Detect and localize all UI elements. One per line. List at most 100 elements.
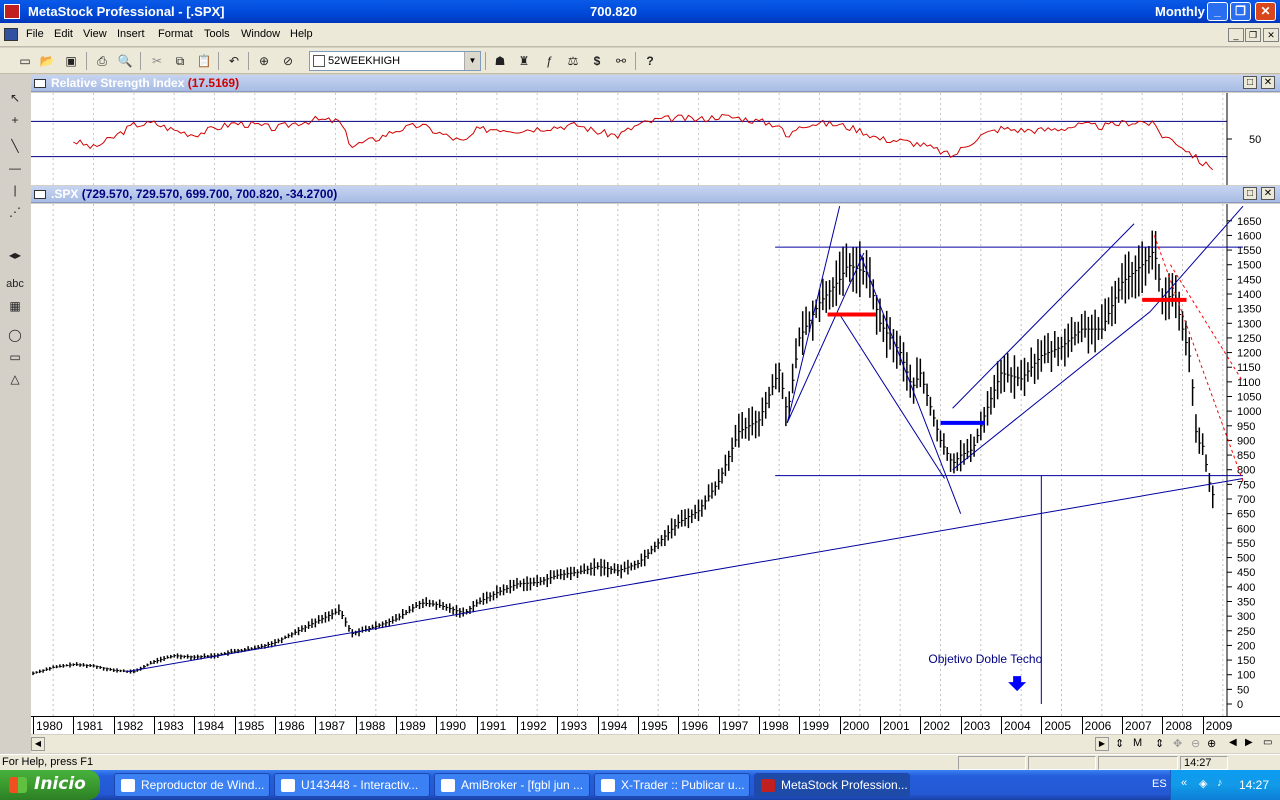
language-indicator[interactable]: ES (1152, 778, 1167, 790)
dollar-icon[interactable]: $ (593, 54, 601, 68)
menu-format[interactable]: Format (158, 28, 193, 40)
print-icon[interactable]: ⎙ (97, 54, 107, 68)
taskbar-item-xtrader[interactable]: X-Trader :: Publicar u... (594, 773, 750, 797)
network-icon[interactable]: ◈ (1199, 778, 1208, 790)
taskbar-item-interactive-brokers[interactable]: U143448 - Interactiv... (274, 773, 430, 797)
rsi-pane-header[interactable]: Relative Strength Index (17.5169) □ ✕ (31, 75, 1280, 92)
taskbar-item-amibroker[interactable]: AmiBroker - [fgbl jun ... (434, 773, 590, 797)
pane-close-button[interactable]: ✕ (1261, 76, 1275, 89)
y-tick-label: 1200 (1237, 348, 1261, 360)
metastock-icon (761, 779, 775, 792)
grid-icon[interactable]: ▦ (9, 299, 21, 313)
scroll-end-icon[interactable]: ▭ (1263, 737, 1273, 748)
scroll-left-button[interactable]: ◀ (31, 737, 45, 751)
rsi-value: (17.5169) (187, 76, 240, 90)
menu-edit[interactable]: Edit (54, 28, 73, 40)
minimize-button[interactable]: _ (1207, 2, 1228, 21)
trendline-icon[interactable]: ╲ (11, 139, 19, 153)
triangle-icon[interactable]: △ (10, 372, 20, 386)
formula-icon[interactable]: ƒ (545, 54, 553, 68)
x-axis: 1980 1981 1982 1983 1984 1985 1986 1987 1988 1989… (31, 716, 1280, 734)
rsi-line (73, 113, 1214, 171)
undo-icon[interactable]: ↶ (228, 54, 240, 68)
paste-icon[interactable]: 📋 (196, 54, 212, 68)
scroll-back-icon[interactable]: ◀ (1229, 737, 1237, 748)
crosshair-tool-icon[interactable]: + (11, 113, 19, 127)
menu-window[interactable]: Window (241, 28, 281, 40)
close-button[interactable]: ✕ (1255, 2, 1276, 21)
x-tick-label: 2008 (1165, 719, 1193, 733)
scroll-forward-icon[interactable]: ▶ (1245, 737, 1253, 748)
restore-button[interactable]: ❐ (1230, 2, 1251, 21)
scale-mode-icon[interactable]: M (1133, 737, 1143, 749)
menu-view[interactable]: View (83, 28, 107, 40)
mdi-close-button[interactable]: ✕ (1263, 28, 1279, 42)
text-tool-icon[interactable]: abc (6, 278, 24, 290)
window-titlebar[interactable]: MetaStock Professional - [.SPX] 700.820 … (0, 0, 1280, 23)
mdi-minimize-button[interactable]: _ (1228, 28, 1244, 42)
start-button[interactable]: Inicio (0, 770, 100, 800)
indicator-combo[interactable]: 52WEEKHIGH ▼ (309, 51, 481, 71)
rsi-title: Relative Strength Index (51, 76, 185, 90)
rectangle-icon[interactable]: ▭ (9, 350, 21, 364)
horizontal-line-icon[interactable]: — (9, 161, 21, 175)
windows-logo-icon (9, 777, 27, 793)
print-preview-icon[interactable]: 🔍 (117, 54, 133, 68)
explorer-icon[interactable]: ♜ (518, 54, 530, 68)
crosshair-icon[interactable]: ⊕ (258, 54, 270, 68)
scroll-right-button[interactable]: ▶ (1095, 737, 1109, 751)
pane-maximize-button[interactable]: □ (1243, 187, 1257, 200)
x-tick (275, 717, 276, 734)
vertical-line-icon[interactable]: | (13, 183, 17, 197)
save-icon[interactable]: ▣ (65, 54, 77, 68)
copy-icon[interactable]: ⧉ (175, 54, 185, 68)
menu-tools[interactable]: Tools (204, 28, 230, 40)
new-icon[interactable]: ▭ (19, 54, 31, 68)
price-pane-header[interactable]: .SPX (729.570, 729.570, 699.700, 700.820… (31, 186, 1280, 203)
volume-icon[interactable]: ♪ (1217, 777, 1223, 789)
zoom-fit-icon[interactable]: ⇕ (1115, 738, 1125, 750)
cut-icon[interactable]: ✂ (151, 54, 163, 68)
pane-icon (34, 190, 46, 199)
taskbar-item-media-player[interactable]: Reproductor de Wind... (114, 773, 270, 797)
open-icon[interactable]: 📂 (39, 54, 55, 68)
expert-icon[interactable]: ☗ (494, 54, 506, 68)
x-tick-label: 1984 (197, 719, 225, 733)
scroll-icon[interactable]: ◂▸ (8, 248, 22, 262)
help-icon[interactable]: ? (646, 54, 654, 68)
ellipse-icon[interactable]: ◯ (8, 328, 22, 342)
chevron-down-icon[interactable]: ▼ (464, 52, 480, 70)
document-icon[interactable] (4, 28, 18, 41)
fan-icon[interactable]: ⋰ (9, 205, 21, 219)
menu-insert[interactable]: Insert (117, 28, 145, 40)
rsi-chart[interactable]: 50 (31, 93, 1280, 185)
menu-help[interactable]: Help (290, 28, 313, 40)
y-tick-label: 850 (1237, 450, 1255, 462)
status-cell (1028, 756, 1096, 770)
y-tick-label: 1000 (1237, 406, 1261, 418)
pane-close-button[interactable]: ✕ (1261, 187, 1275, 200)
y-tick-label: 800 (1237, 465, 1255, 477)
chart-scroll-area[interactable]: ◀ ▶ ⇕ M ⇕ ✥ ⊖ ⊕ ◀ ▶ ▭ (31, 735, 1280, 753)
price-pane[interactable]: 0 50 100 150 200 250 300 350 400 450 500 550 600 650 7… (31, 204, 1280, 716)
x-tick (799, 717, 801, 734)
zoom-in-icon[interactable]: ⊕ (1207, 738, 1217, 750)
metastock-app-icon[interactable] (4, 4, 20, 19)
menu-file[interactable]: File (26, 28, 44, 40)
pointer-icon[interactable]: ↖ (9, 91, 21, 105)
tray-arrow-icon[interactable]: « (1181, 777, 1188, 789)
rsi-pane[interactable]: 50 (31, 93, 1280, 185)
expand-icon[interactable]: ⇕ (1155, 738, 1165, 750)
binoculars-icon[interactable]: ⚯ (615, 54, 627, 68)
pane-maximize-button[interactable]: □ (1243, 76, 1257, 89)
mdi-restore-button[interactable]: ❐ (1245, 28, 1261, 42)
zoom-out-icon[interactable]: ⊖ (1191, 738, 1201, 750)
taskbar-item-metastock[interactable]: MetaStock Profession... (754, 773, 910, 797)
zoom-icon[interactable]: ⊘ (282, 54, 294, 68)
standard-toolbar: ▭ 📂 ▣ ⎙ 🔍 ✂ ⧉ 📋 ↶ ⊕ ⊘ 52WEEKHIGH ▼ ☗ ♜ ƒ… (0, 48, 1280, 74)
price-chart[interactable]: 0 50 100 150 200 250 300 350 400 450 500 550 600 650 7… (31, 204, 1280, 716)
x-tick-label: 1997 (721, 719, 749, 733)
task-label: MetaStock Profession... (781, 778, 908, 792)
move-icon[interactable]: ✥ (1173, 738, 1183, 750)
system-tester-icon[interactable]: ⚖ (567, 54, 579, 68)
